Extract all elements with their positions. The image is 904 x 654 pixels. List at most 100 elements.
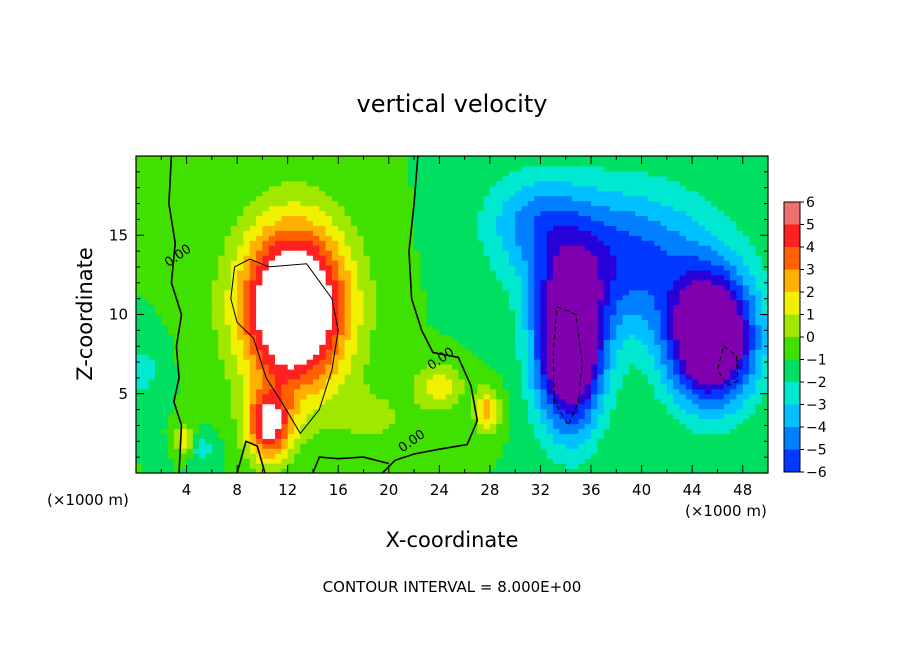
field-cell — [559, 299, 567, 306]
field-cell — [502, 269, 510, 276]
field-cell — [249, 378, 257, 385]
field-cell — [654, 383, 662, 390]
field-cell — [268, 334, 276, 340]
field-cell — [597, 364, 605, 370]
field-cell — [540, 398, 548, 405]
field-cell — [685, 349, 693, 355]
field-cell — [515, 359, 523, 365]
field-cell — [489, 388, 497, 395]
field-cell — [641, 255, 649, 261]
field-cell — [508, 388, 516, 395]
field-cell — [654, 329, 662, 335]
field-cell — [723, 398, 731, 405]
field-cell — [199, 468, 207, 473]
field-cell — [136, 368, 143, 375]
field-cell — [641, 393, 649, 400]
field-cell — [218, 304, 226, 311]
field-cell — [186, 284, 194, 291]
field-cell — [635, 428, 643, 434]
field-cell — [553, 438, 561, 444]
field-cell — [136, 274, 143, 281]
field-cell — [508, 463, 516, 469]
field-cell — [312, 344, 320, 350]
field-cell — [628, 354, 636, 360]
field-cell — [616, 334, 624, 340]
field-cell — [546, 269, 554, 276]
field-cell — [628, 250, 636, 256]
field-cell — [331, 284, 339, 291]
field-cell — [388, 433, 396, 439]
field-cell — [306, 349, 314, 355]
field-cell — [294, 388, 301, 395]
field-cell — [584, 443, 592, 449]
field-cell — [508, 344, 516, 350]
field-cell — [591, 269, 598, 276]
field-cell — [325, 468, 333, 473]
field-cell — [647, 260, 655, 266]
field-cell — [256, 245, 263, 251]
field-cell — [136, 309, 143, 316]
field-cell — [578, 269, 586, 276]
field-cell — [426, 334, 434, 340]
field-cell — [388, 255, 396, 261]
field-cell — [477, 269, 485, 276]
field-cell — [673, 418, 681, 425]
field-cell — [717, 368, 725, 375]
field-cell — [616, 255, 624, 261]
field-cell — [142, 359, 150, 365]
field-cell — [742, 309, 750, 316]
field-cell — [306, 309, 314, 316]
field-cell — [730, 289, 737, 296]
field-cell — [692, 418, 700, 425]
field-cell — [445, 443, 453, 449]
field-cell — [319, 339, 327, 345]
field-cell — [502, 383, 510, 390]
field-cell — [338, 383, 346, 390]
field-cell — [711, 359, 719, 365]
field-cell — [559, 289, 567, 296]
field-cell — [464, 458, 472, 464]
field-cell — [180, 240, 188, 246]
field-cell — [180, 289, 188, 296]
field-cell — [249, 284, 257, 291]
field-cell — [616, 359, 624, 365]
field-cell — [458, 324, 466, 330]
field-cell — [420, 304, 428, 311]
field-cell — [287, 438, 295, 444]
field-cell — [470, 378, 478, 385]
field-cell — [603, 319, 611, 325]
field-cell — [306, 438, 314, 444]
field-cell — [496, 230, 504, 236]
field-cell — [218, 334, 226, 340]
field-cell — [496, 294, 504, 301]
field-cell — [173, 393, 181, 400]
field-cell — [660, 284, 668, 291]
field-cell — [527, 274, 535, 281]
field-cell — [464, 284, 472, 291]
field-cell — [521, 423, 529, 430]
field-cell — [287, 225, 295, 231]
field-cell — [458, 458, 466, 464]
field-cell — [401, 260, 409, 266]
field-cell — [294, 284, 301, 291]
field-cell — [679, 309, 687, 316]
field-cell — [477, 284, 485, 291]
field-cell — [477, 403, 485, 410]
field-cell — [275, 319, 282, 325]
field-cell — [275, 279, 282, 286]
field-cell — [470, 235, 478, 241]
field-cell — [414, 368, 421, 375]
field-cell — [641, 359, 649, 365]
field-cell — [192, 344, 200, 350]
field-cell — [439, 274, 447, 281]
field-cell — [559, 368, 567, 375]
field-cell — [281, 245, 289, 251]
field-cell — [685, 388, 693, 395]
field-cell — [268, 423, 276, 430]
field-cell — [237, 433, 245, 439]
field-cell — [294, 428, 301, 434]
field-cell — [452, 304, 459, 311]
field-cell — [660, 418, 668, 425]
field-cell — [205, 413, 213, 420]
field-cell — [287, 299, 295, 306]
